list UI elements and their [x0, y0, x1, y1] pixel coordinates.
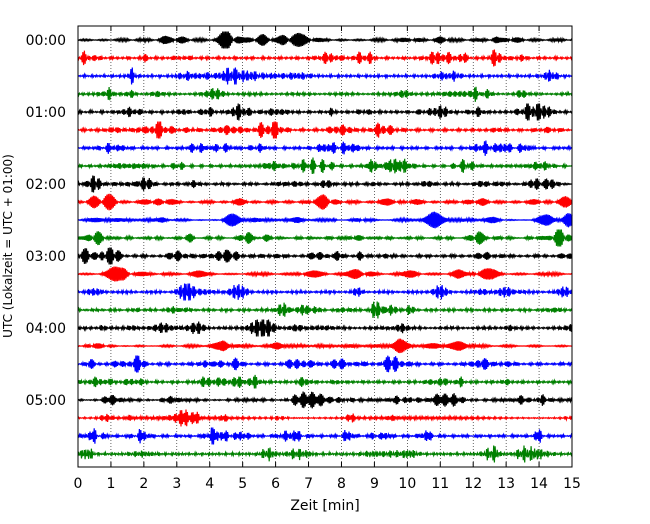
trace-17	[77, 319, 573, 337]
x-axis-label: Zeit [min]	[290, 498, 359, 514]
x-tick-label: 6	[271, 476, 280, 492]
trace-24	[77, 445, 573, 463]
x-tick-label: 8	[337, 476, 346, 492]
trace-15	[77, 283, 573, 301]
trace-4	[77, 86, 573, 102]
y-axis-ticks: 00:00 01:00 02:00 03:00 04:00 05:00	[26, 33, 572, 409]
x-tick-label: 2	[139, 476, 148, 492]
x-tick-label: 9	[370, 476, 379, 492]
trace-21	[77, 391, 573, 409]
trace-5	[77, 103, 573, 121]
x-tick-label: 11	[431, 476, 449, 492]
x-tick-label: 0	[74, 476, 83, 492]
trace-10	[77, 193, 573, 211]
trace-16	[77, 301, 573, 319]
y-tick-label: 05:00	[26, 393, 66, 409]
y-tick-label: 04:00	[26, 321, 66, 337]
x-tick-label: 15	[563, 476, 581, 492]
trace-18	[77, 338, 573, 354]
trace-7	[77, 140, 573, 156]
y-tick-label: 02:00	[26, 177, 66, 193]
trace-3	[77, 67, 573, 85]
trace-1	[77, 31, 573, 49]
y-tick-label: 01:00	[26, 105, 66, 121]
plot-frame	[77, 25, 573, 468]
x-tick-label: 13	[497, 476, 515, 492]
trace-6	[77, 121, 573, 139]
x-tick-label: 5	[238, 476, 247, 492]
x-tick-label: 12	[464, 476, 482, 492]
trace-13	[77, 247, 573, 265]
x-tick-label: 7	[304, 476, 313, 492]
trace-19	[77, 355, 573, 373]
x-tick-label: 4	[205, 476, 214, 492]
trace-14	[77, 266, 573, 282]
trace-12	[77, 229, 573, 247]
trace-2	[77, 49, 573, 67]
x-tick-label: 3	[172, 476, 181, 492]
y-tick-label: 03:00	[26, 249, 66, 265]
y-axis-label: UTC (Lokalzeit = UTC + 01:00)	[1, 154, 15, 338]
trace-8	[77, 157, 573, 175]
y-tick-label: 00:00	[26, 33, 66, 49]
trace-11	[77, 211, 573, 229]
x-tick-label: 10	[398, 476, 416, 492]
trace-9	[77, 175, 573, 193]
trace-22	[77, 409, 573, 427]
x-tick-label: 14	[530, 476, 548, 492]
x-tick-label: 1	[106, 476, 115, 492]
x-axis-ticks: 0 1 2 3 4 5 6 7 8 9 10 11 12 13 14 15	[74, 26, 581, 492]
trace-20	[77, 374, 573, 389]
trace-23	[77, 427, 573, 445]
traces	[77, 31, 573, 463]
